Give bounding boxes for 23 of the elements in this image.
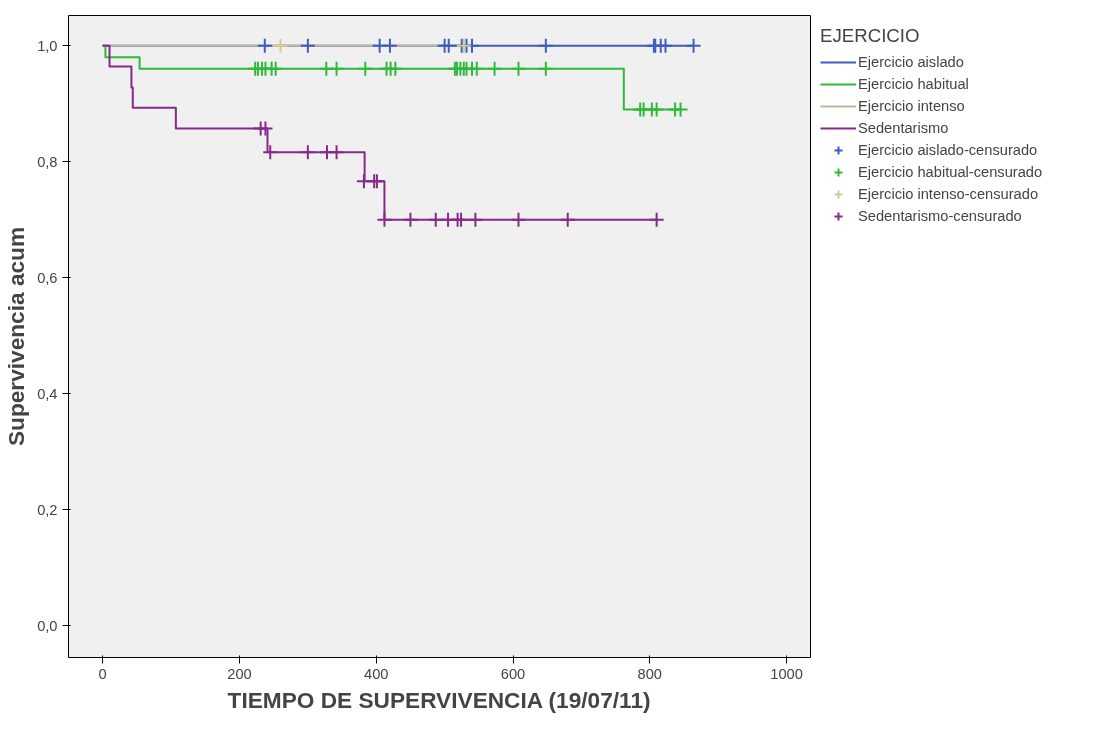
legend-label: Ejercicio aislado-censurado [858,142,1038,158]
legend-label: Ejercicio aislado [858,54,964,70]
legend-label: Ejercicio intenso-censurado [858,186,1039,202]
y-tick-label: 0,4 [37,385,58,402]
y-tick-label: 0,2 [37,501,58,518]
legend-label: Ejercicio habitual [858,76,969,92]
y-tick-label: 0,8 [37,153,58,170]
legend-title: EJERCICIO [820,25,921,47]
legend-label: Sedentarismo-censurado [858,208,1022,224]
x-tick-label: 600 [500,665,526,682]
x-tick-label: 200 [227,665,252,682]
y-tick-label: 0,6 [37,269,58,286]
legend-label: Sedentarismo [858,120,949,136]
x-tick-label: 800 [637,665,663,682]
y-tick-label: 0,0 [37,617,58,634]
x-axis-title: TIEMPO DE SUPERVIVENCIA (19/07/11) [227,686,651,713]
y-axis-title: Supervivencia acum [3,226,30,447]
x-tick-label: 1000 [770,665,803,682]
x-tick-label: 0 [98,665,107,682]
x-tick-label: 400 [364,665,389,682]
y-tick-label: 1,0 [37,37,58,54]
legend-label: Ejercicio intenso [858,98,965,114]
legend-label: Ejercicio habitual-censurado [858,164,1043,180]
